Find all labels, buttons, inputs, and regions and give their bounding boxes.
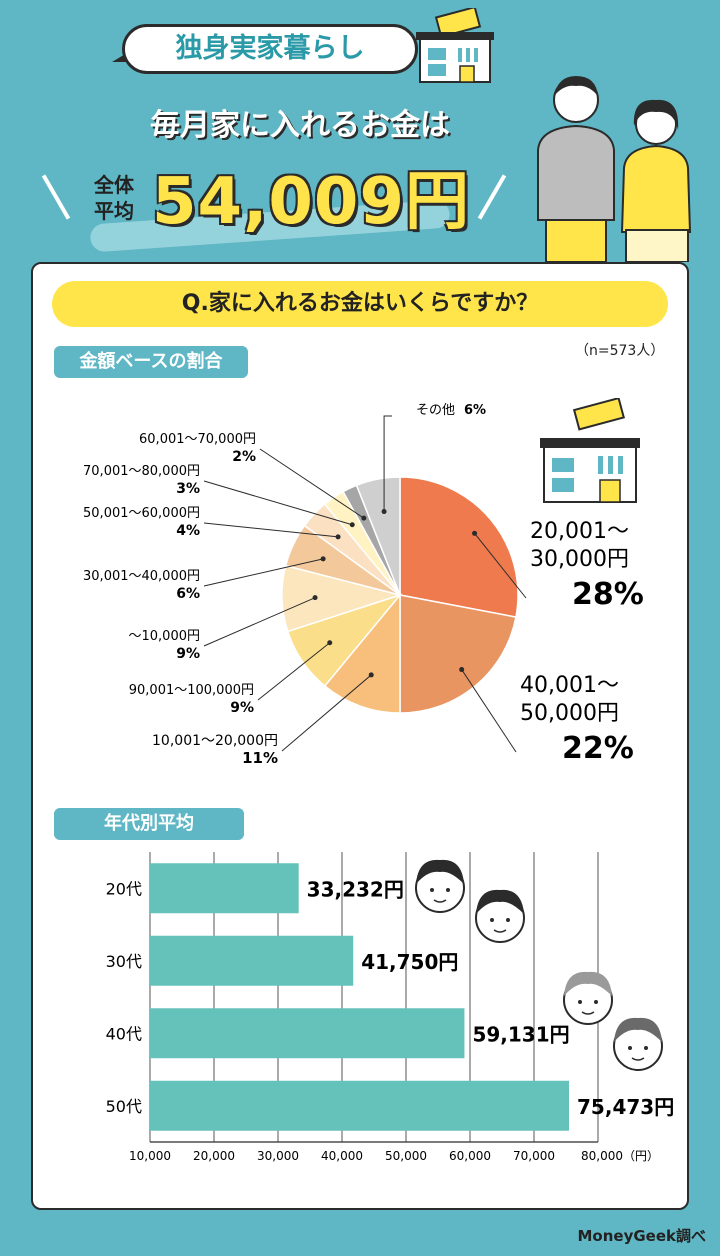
pie-label: 70,001〜80,000円 <box>83 464 200 479</box>
young-man-face-icon <box>433 899 447 903</box>
bar-value-label: 75,473円 <box>577 1095 674 1119</box>
bar <box>150 863 299 914</box>
bar <box>150 935 354 986</box>
pie-percent: 11% <box>242 749 278 767</box>
young-man-face-icon <box>430 888 434 892</box>
pie-label: 30,001〜40,000円 <box>83 569 200 584</box>
pie-percent: 28% <box>572 577 644 612</box>
average-label: 全体 平均 <box>84 172 144 224</box>
pie-label: 30,000円 <box>530 547 629 572</box>
pie-slice <box>399 594 517 714</box>
category-label: 50代 <box>106 1097 142 1116</box>
x-tick-label: 40,000 <box>321 1149 363 1163</box>
category-label: 40代 <box>106 1024 142 1043</box>
x-tick-label: 10,000 <box>129 1149 171 1163</box>
pie-label: 20,001〜 <box>530 519 629 544</box>
pie-percent: 9% <box>230 700 254 716</box>
pie-label: 〜10,000円 <box>129 629 201 644</box>
pie-section-title: 金額ベースの割合 <box>54 346 248 378</box>
pie-label: 50,000円 <box>520 701 619 726</box>
young-man-face-icon <box>446 888 450 892</box>
middle-aged-man-face-icon <box>614 1017 662 1042</box>
pie-percent: 9% <box>176 646 200 662</box>
source-credit: MoneyGeek調べ <box>577 1227 707 1245</box>
middle-aged-man-face-icon <box>644 1046 648 1050</box>
bar-value-label: 59,131円 <box>472 1022 569 1046</box>
x-tick-label: 70,000 <box>513 1149 555 1163</box>
young-woman-face-icon <box>506 918 510 922</box>
bar <box>150 1008 465 1059</box>
leader-line <box>474 533 527 599</box>
young-woman-face-icon <box>493 929 507 933</box>
leader-line <box>461 669 517 753</box>
house-with-money-icon <box>416 8 494 83</box>
leader-line <box>203 558 324 587</box>
pie-slice <box>399 476 519 618</box>
pie-label: 10,001〜20,000円 <box>152 733 278 749</box>
young-man-face-icon <box>416 859 464 884</box>
pie-label: 60,001〜70,000円 <box>139 432 256 447</box>
middle-aged-man-face-icon <box>628 1046 632 1050</box>
middle-aged-woman-face-icon <box>594 1000 598 1004</box>
leader-line <box>203 522 339 538</box>
pie-label: 40,001〜 <box>520 673 619 698</box>
couple-illustration <box>537 76 692 262</box>
leader-line <box>203 597 316 647</box>
pie-label: その他 <box>416 403 455 418</box>
bar <box>150 1080 570 1131</box>
x-tick-label: 30,000 <box>257 1149 299 1163</box>
middle-aged-woman-face-icon <box>564 971 612 996</box>
bar-section-title: 年代別平均 <box>54 808 244 840</box>
middle-aged-woman-face-icon <box>578 1000 582 1004</box>
bar-value-label: 41,750円 <box>361 950 458 974</box>
pie-percent: 6% <box>464 403 486 418</box>
pie-percent: 22% <box>562 731 634 766</box>
leader-line <box>259 448 365 519</box>
average-value: 54,009円 <box>152 165 470 239</box>
pie-slice <box>355 476 401 596</box>
pie-percent: 3% <box>176 481 200 497</box>
house-with-money-icon <box>540 398 640 503</box>
young-woman-face-icon <box>476 889 524 914</box>
average-label-line1: 全体 <box>94 173 134 197</box>
pie-label: 50,001〜60,000円 <box>83 506 200 521</box>
sample-size: （n=573人） <box>575 343 665 359</box>
leader-line <box>203 480 353 526</box>
middle-aged-woman-face-icon <box>581 1011 595 1015</box>
pie-slice <box>323 592 401 714</box>
question-banner: Q.家に入れるお金はいくらですか？ <box>52 281 668 327</box>
bar-value-label: 33,232円 <box>307 877 404 901</box>
category-label: 30代 <box>106 952 142 971</box>
x-tick-label: 50,000 <box>385 1149 427 1163</box>
leader-line <box>281 674 372 752</box>
pie-percent: 2% <box>232 449 256 465</box>
x-tick-label: 20,000 <box>193 1149 235 1163</box>
middle-aged-man-face-icon <box>631 1057 645 1061</box>
young-woman-face-icon <box>490 918 494 922</box>
pie-percent: 6% <box>176 586 200 602</box>
x-tick-label: 60,000 <box>449 1149 491 1163</box>
x-tick-label: 80,000（円） <box>581 1149 659 1163</box>
average-label-line2: 平均 <box>94 199 134 223</box>
leader-line <box>383 415 392 512</box>
leader-line <box>257 642 331 701</box>
pie-label: 90,001〜100,000円 <box>129 683 254 698</box>
topic-bubble: 独身実家暮らし <box>122 24 418 74</box>
pie-percent: 4% <box>176 523 200 539</box>
category-label: 20代 <box>106 879 142 898</box>
headline: 毎月家に入れるお金は <box>150 108 450 143</box>
